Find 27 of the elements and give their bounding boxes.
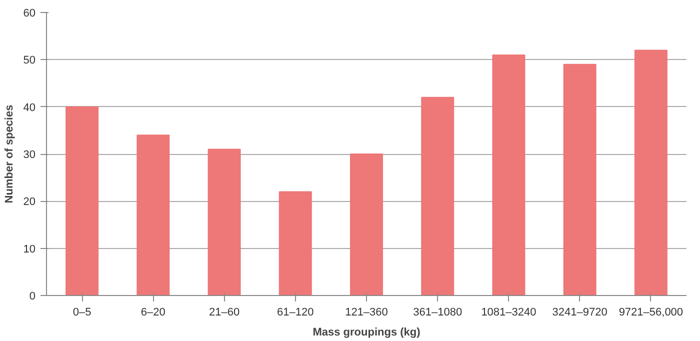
- bar: [492, 54, 526, 296]
- x-tick-label: 0–5: [72, 306, 92, 318]
- y-tick-label: 60: [23, 8, 36, 20]
- bar: [136, 134, 170, 296]
- bar: [563, 64, 596, 296]
- bar: [350, 154, 383, 296]
- y-tick-label: 40: [23, 102, 36, 114]
- bar: [66, 106, 99, 296]
- bar: [421, 96, 454, 296]
- x-tick-label: 121–360: [345, 306, 388, 318]
- y-tick-label: 0: [29, 290, 36, 302]
- x-axis-title: Mass groupings (kg): [312, 326, 421, 338]
- y-tick-label: 10: [23, 243, 36, 256]
- y-tick-label: 50: [23, 54, 36, 67]
- x-tick-label: 1081–3240: [481, 306, 536, 318]
- x-tick-label: 6–20: [140, 306, 166, 318]
- y-axis-title: Number of species: [3, 104, 16, 204]
- y-tick-label: 20: [23, 196, 36, 208]
- bar: [208, 148, 241, 296]
- x-tick-label: 361–1080: [413, 306, 462, 318]
- x-tick-label: 3241–9720: [552, 306, 608, 318]
- x-tick-label: 21–60: [208, 306, 240, 318]
- bar: [278, 191, 312, 296]
- y-tick-label: 30: [23, 149, 36, 161]
- x-tick-label: 9721–56,000: [618, 306, 684, 318]
- x-tick-label: 61–120: [277, 306, 314, 318]
- bar: [634, 50, 668, 296]
